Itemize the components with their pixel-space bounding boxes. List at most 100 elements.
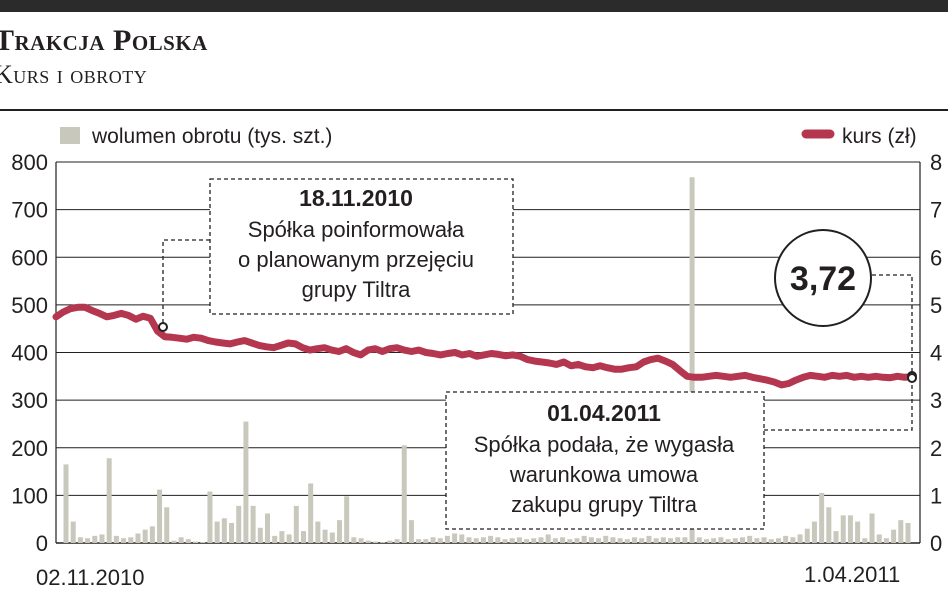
- volume-bar: [416, 539, 422, 543]
- volume-bar: [768, 539, 774, 543]
- volume-bar: [675, 537, 681, 543]
- volume-bar: [157, 489, 163, 543]
- volume-bar: [466, 537, 472, 543]
- volume-bar: [538, 537, 544, 543]
- volume-bar: [610, 537, 616, 543]
- volume-bar: [567, 539, 573, 543]
- annotation-2-line-1: Spółka podała, że wygasła: [474, 432, 735, 457]
- volume-bar: [516, 537, 522, 543]
- left-tick-label: 300: [11, 388, 48, 413]
- volume-bar: [344, 496, 350, 543]
- annotation-2-leader: [764, 378, 913, 431]
- volume-bar: [336, 520, 342, 543]
- volume-bar: [531, 538, 537, 543]
- volume-bar: [452, 533, 458, 543]
- volume-bar: [85, 538, 91, 543]
- volume-bar: [869, 513, 875, 543]
- annotation-1-leader: [162, 239, 210, 326]
- volume-bar: [696, 537, 702, 543]
- volume-bar: [747, 535, 753, 543]
- legend: wolumen obrotu (tys. szt.) kurs (zł): [60, 125, 917, 148]
- volume-bar: [135, 533, 141, 543]
- volume-bar: [293, 505, 299, 543]
- legend-volume-swatch: [60, 127, 80, 144]
- volume-bar: [660, 537, 666, 543]
- volume-bar: [214, 521, 220, 543]
- left-tick-label: 500: [11, 293, 48, 318]
- volume-bar: [811, 521, 817, 543]
- right-tick-label: 3: [930, 388, 942, 413]
- volume-bar: [387, 540, 393, 543]
- volume-bar: [588, 537, 594, 543]
- volume-bar: [200, 542, 206, 543]
- annotation-1-line-3: grupy Tiltra: [302, 277, 412, 302]
- volume-bar: [358, 538, 364, 543]
- left-tick-label: 600: [11, 245, 48, 270]
- callout-marker: [907, 373, 917, 383]
- volume-bar: [883, 538, 889, 543]
- annotation-1-date: 18.11.2010: [299, 185, 413, 211]
- left-tick-label: 700: [11, 198, 48, 223]
- volume-bar: [603, 535, 609, 543]
- right-tick-label: 4: [930, 341, 942, 366]
- volume-bar: [732, 538, 738, 543]
- volume-bar: [790, 537, 796, 543]
- left-axis-ticks: 800 700 600 500 400 300 200 100 0: [11, 150, 48, 556]
- volume-bar: [99, 534, 105, 543]
- volume-bar: [682, 537, 688, 543]
- volume-bar: [862, 538, 868, 543]
- volume-bar: [394, 539, 400, 543]
- volume-bar: [898, 520, 904, 543]
- volume-bar: [560, 537, 566, 543]
- volume-bar: [725, 539, 731, 543]
- volume-bar: [617, 538, 623, 543]
- right-tick-label: 7: [930, 198, 942, 223]
- volume-bar: [315, 521, 321, 543]
- volume-bar: [711, 538, 717, 543]
- callout-circle: [774, 229, 872, 327]
- volume-bar: [847, 515, 853, 543]
- volume-bar: [783, 535, 789, 543]
- volume-bar: [459, 534, 465, 543]
- volume-bar: [761, 537, 767, 543]
- legend-price-label: kurs (zł): [842, 125, 917, 148]
- annotation-1-line-2: o planowanym przejęciu: [238, 247, 474, 272]
- right-tick-label: 5: [930, 293, 942, 318]
- volume-bar: [365, 540, 371, 543]
- volume-bar: [632, 537, 638, 543]
- annotation-1-box: [209, 178, 514, 315]
- callout-value: 3,72: [790, 260, 856, 298]
- volume-bar: [689, 177, 695, 544]
- volume-bar: [142, 529, 148, 543]
- volume-bar: [408, 520, 414, 543]
- volume-bar: [739, 537, 745, 543]
- volume-bar: [113, 535, 119, 543]
- volume-bar: [502, 539, 508, 543]
- volume-bar: [250, 505, 256, 543]
- volume-bar: [121, 538, 127, 543]
- top-bar: [0, 0, 948, 12]
- volume-bar: [754, 538, 760, 543]
- volume-bar: [668, 538, 674, 543]
- left-tick-label: 0: [36, 531, 48, 556]
- volume-bar: [257, 527, 263, 543]
- volume-bar: [372, 541, 378, 543]
- volume-bar: [581, 535, 587, 543]
- volume-bar: [423, 539, 429, 543]
- volume-bar: [646, 535, 652, 543]
- volume-bar: [524, 539, 530, 543]
- volume-bar: [819, 492, 825, 543]
- left-tick-label: 400: [11, 341, 48, 366]
- annotation-18-11-2010: 18.11.2010 Spółka poinformowała o planow…: [158, 178, 514, 332]
- volume-bar: [77, 537, 83, 543]
- volume-bar: [164, 507, 170, 543]
- legend-volume-label: wolumen obrotu (tys. szt.): [91, 125, 332, 148]
- volume-bar: [775, 538, 781, 543]
- volume-bar: [653, 538, 659, 543]
- chart-subtitle: Kurs i obroty: [0, 60, 148, 89]
- left-tick-label: 100: [11, 483, 48, 508]
- annotation-1-line-1: Spółka poinformowała: [248, 217, 465, 242]
- volume-bar: [718, 537, 724, 543]
- volume-bar: [185, 539, 191, 543]
- volume-bar: [286, 534, 292, 543]
